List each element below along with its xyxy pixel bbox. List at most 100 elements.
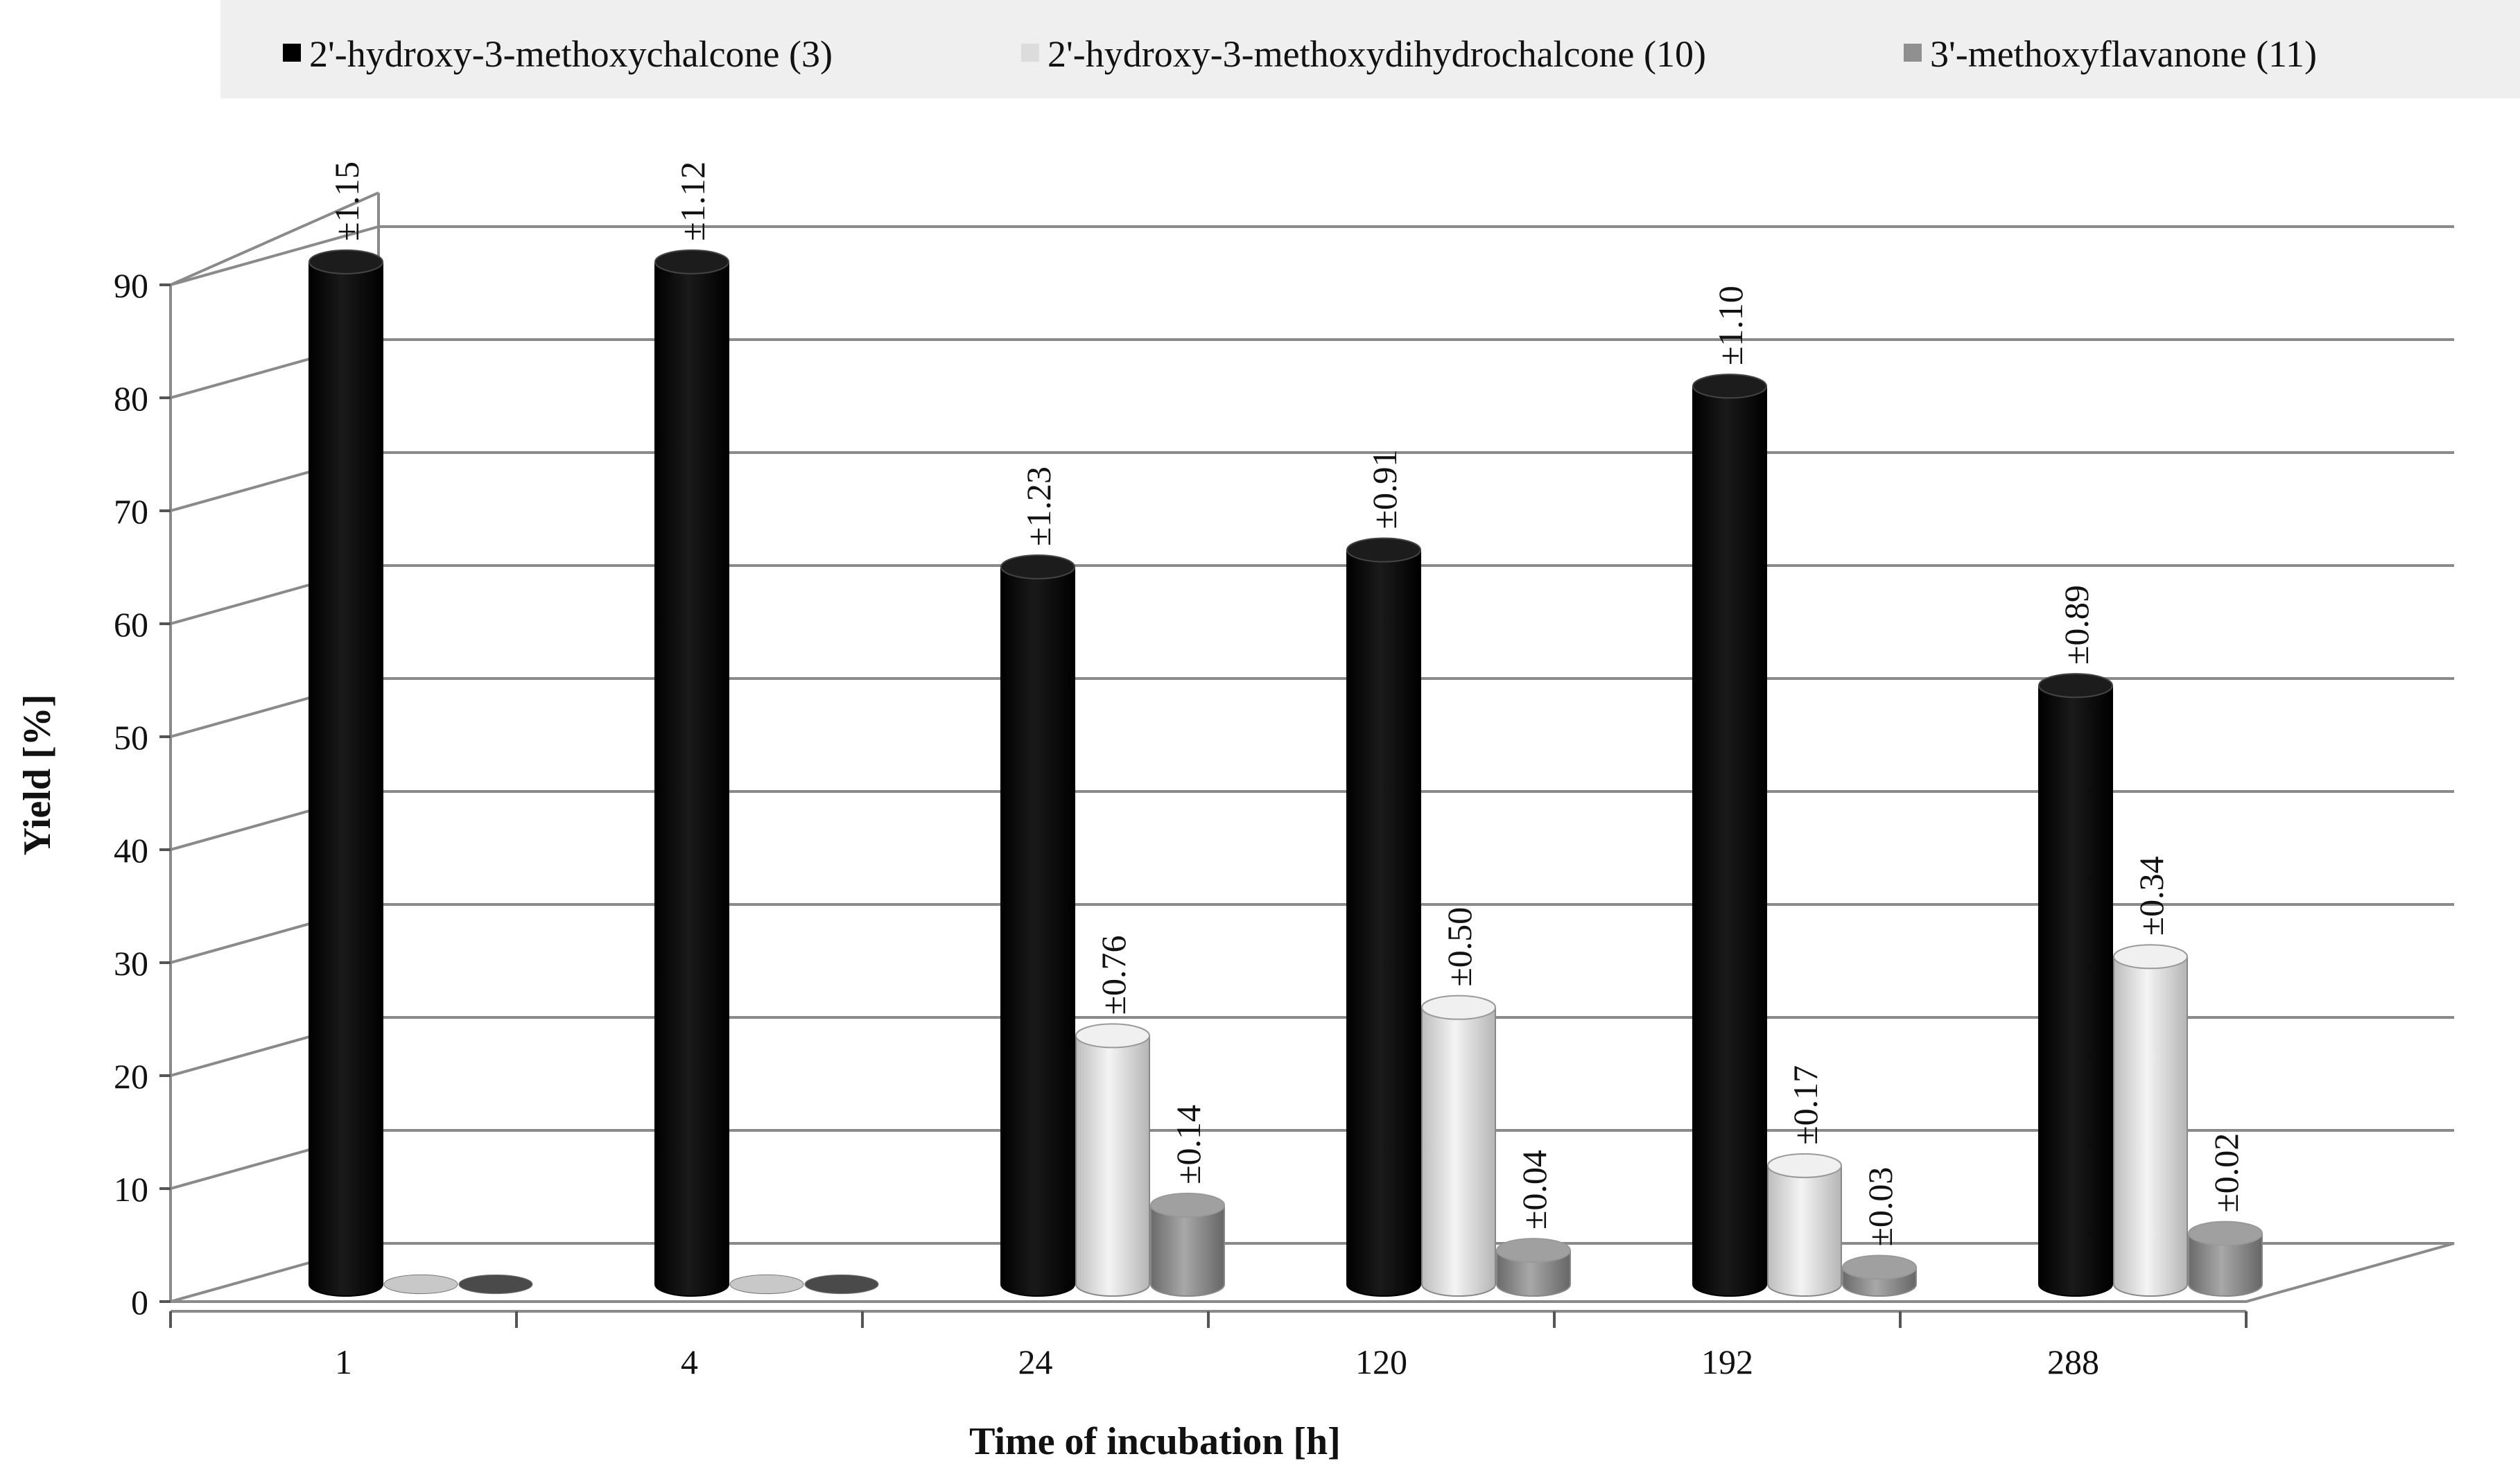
- bar-top-s0-c2: [1000, 554, 1075, 579]
- y-tick-label-4: 40: [114, 831, 148, 870]
- error-label-s0-c0: ±1.15: [327, 161, 366, 241]
- bar-s2-c1: [804, 1274, 879, 1295]
- legend-background: [220, 0, 2520, 98]
- gridline-side-9: [170, 225, 379, 286]
- legend-entry-series-0: 2'-hydroxy-3-methoxychalcone (3): [283, 33, 833, 75]
- legend-label-series-0: 2'-hydroxy-3-methoxychalcone (3): [309, 33, 833, 75]
- y-tick-label-0: 0: [131, 1283, 148, 1322]
- error-label-s0-c3: ±0.91: [1365, 450, 1404, 530]
- bar-flat-s2-c0: [458, 1274, 533, 1295]
- error-labels: ±1.15 ±1.12 ±1.23 ±0.76 ±0.14 ±0.91 ±0.50 ±0.04…: [327, 161, 2245, 1247]
- x-tick-label-1: 4: [681, 1342, 698, 1381]
- legend-swatch-series-2: [1904, 44, 1922, 62]
- bar-body-s1-c5: [2113, 956, 2188, 1297]
- x-tick-label-5: 288: [2047, 1342, 2099, 1381]
- bar-body-s0-c1: [654, 261, 729, 1297]
- y-tick-label-3: 30: [114, 944, 148, 983]
- y-axis-ticks: 0 10 20 30 40 50 60 70 80 90: [114, 266, 171, 1322]
- x-tick-label-3: 120: [1355, 1342, 1407, 1381]
- error-label-s0-c1: ±1.12: [673, 161, 712, 241]
- bar-body-s0-c2: [1000, 566, 1075, 1297]
- bar-body-s1-c2: [1075, 1035, 1150, 1297]
- x-axis-ticks: 1 4 24 120 192 288: [169, 1310, 2248, 1381]
- bar-top-s0-c5: [2038, 673, 2113, 699]
- legend-entry-series-1: 2'-hydroxy-3-methoxydihydrochalcone (10): [1021, 33, 1706, 75]
- bar-s1-c2: [1075, 1023, 1150, 1297]
- error-label-s1-c3: ±0.50: [1440, 907, 1479, 987]
- bar-s1-c4: [1767, 1153, 1842, 1297]
- bar-top-s0-c4: [1692, 374, 1767, 399]
- bar-s1-c1: [729, 1274, 804, 1295]
- bar-s2-c0: [458, 1274, 533, 1295]
- x-tick-label-4: 192: [1701, 1342, 1753, 1381]
- bar-flat-s1-c1: [729, 1274, 804, 1295]
- bar-s0-c4: [1692, 374, 1767, 1297]
- error-label-s2-c5: ±0.02: [2207, 1133, 2245, 1213]
- bar-top-s1-c2: [1075, 1023, 1150, 1049]
- error-label-s2-c4: ±0.03: [1861, 1167, 1900, 1247]
- error-label-s1-c2: ±0.76: [1094, 935, 1133, 1015]
- bar-body-s0-c0: [309, 261, 383, 1297]
- bar-s1-c0: [383, 1274, 458, 1295]
- y-tick-label-7: 70: [114, 492, 148, 531]
- legend-swatch-series-1: [1021, 44, 1039, 62]
- bar-top-s1-c4: [1767, 1153, 1842, 1178]
- y-tick-label-5: 50: [114, 718, 148, 757]
- error-label-s0-c2: ±1.23: [1019, 466, 1058, 546]
- error-label-s1-c4: ±0.17: [1786, 1065, 1825, 1145]
- bar-s2-c5: [2188, 1220, 2263, 1297]
- legend-label-series-2: 3'-methoxyflavanone (11): [1930, 33, 2317, 75]
- bar-s1-c5: [2113, 944, 2188, 1297]
- x-tick-label-0: 1: [335, 1342, 352, 1381]
- x-tick-label-2: 24: [1018, 1342, 1053, 1381]
- bar-s2-c3: [1496, 1238, 1571, 1297]
- bar-top-s0-c1: [654, 249, 729, 274]
- bar-top-s2-c2: [1150, 1192, 1225, 1218]
- bar-body-s0-c3: [1346, 549, 1421, 1297]
- side-wall-top-edge: [170, 191, 379, 286]
- bar-top-s0-c0: [309, 249, 383, 274]
- error-label-s2-c3: ±0.04: [1515, 1150, 1554, 1230]
- bar-s2-c2: [1150, 1192, 1225, 1297]
- error-label-s2-c2: ±0.14: [1169, 1105, 1208, 1184]
- bar-body-s0-c4: [1692, 385, 1767, 1297]
- bar-body-s2-c2: [1150, 1204, 1225, 1297]
- legend-swatch-series-0: [283, 44, 301, 62]
- error-label-s0-c4: ±1.10: [1711, 286, 1750, 365]
- x-axis-title: Time of incubation [h]: [969, 1420, 1341, 1463]
- bar-s0-c3: [1346, 537, 1421, 1297]
- bar-s1-c3: [1421, 995, 1496, 1297]
- y-tick-label-8: 80: [114, 379, 148, 418]
- bar-body-s0-c5: [2038, 685, 2113, 1297]
- legend-entry-series-2: 3'-methoxyflavanone (11): [1904, 33, 2317, 75]
- bar-body-s2-c5: [2188, 1232, 2263, 1297]
- bar-s0-c0: [309, 249, 383, 1297]
- y-tick-label-6: 60: [114, 605, 148, 644]
- bar-body-s1-c3: [1421, 1006, 1496, 1297]
- y-tick-label-2: 20: [114, 1057, 148, 1096]
- y-axis-title: Yield [%]: [16, 694, 59, 856]
- error-label-s0-c5: ±0.89: [2057, 585, 2096, 665]
- error-label-s1-c5: ±0.34: [2132, 856, 2171, 936]
- bar-top-s1-c3: [1421, 995, 1496, 1020]
- bar-top-s2-c3: [1496, 1238, 1571, 1263]
- bar-body-s2-c3: [1496, 1250, 1571, 1297]
- bar-body-s1-c4: [1767, 1164, 1842, 1297]
- bar-top-s2-c4: [1842, 1254, 1917, 1280]
- legend: 2'-hydroxy-3-methoxychalcone (3) 2'-hydr…: [220, 0, 2520, 98]
- y-tick-label-9: 90: [114, 266, 148, 305]
- bar-s0-c2: [1000, 554, 1075, 1297]
- bar-s2-c4: [1842, 1254, 1917, 1297]
- bars: [309, 249, 2263, 1297]
- legend-label-series-1: 2'-hydroxy-3-methoxydihydrochalcone (10): [1048, 33, 1706, 75]
- bar-top-s2-c5: [2188, 1220, 2263, 1246]
- y-tick-label-1: 10: [114, 1170, 148, 1209]
- bar-s0-c1: [654, 249, 729, 1297]
- bar-s0-c5: [2038, 673, 2113, 1297]
- bar-top-s0-c3: [1346, 537, 1421, 563]
- bar-top-s1-c5: [2113, 944, 2188, 970]
- bar-flat-s2-c1: [804, 1274, 879, 1295]
- bar-flat-s1-c0: [383, 1274, 458, 1295]
